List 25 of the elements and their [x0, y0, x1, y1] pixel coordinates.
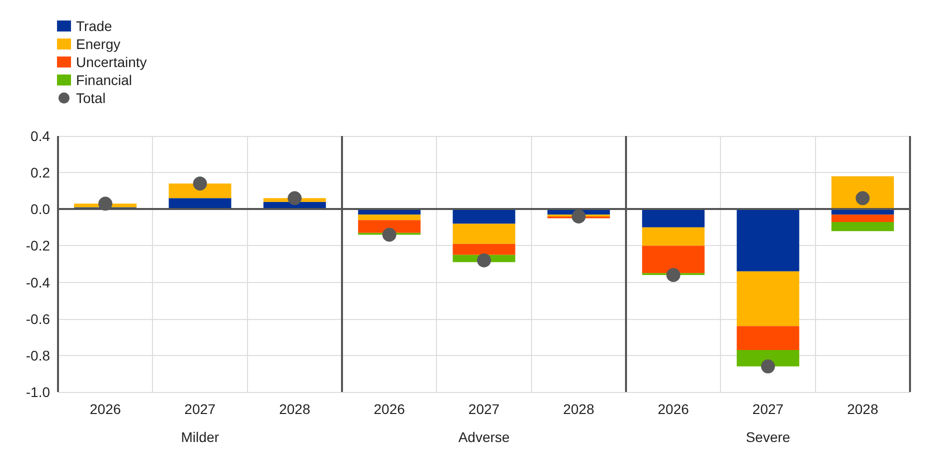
y-tick-label: -0.8 [26, 347, 50, 364]
text: Adverse [458, 429, 510, 445]
legend-label: Energy [76, 36, 120, 52]
legend-label: Uncertainty [76, 54, 147, 70]
x-tick-label: 2026 [374, 401, 406, 417]
text: Milder [180, 429, 220, 445]
x-tick-label: 2027 [468, 401, 500, 417]
y-tick-label: -0.2 [26, 238, 50, 254]
legend-label: Financial [76, 72, 132, 88]
x-tick-label: 2028 [279, 401, 310, 417]
legend-label: Total [76, 90, 106, 106]
y-tick-label: -0.4 [26, 274, 50, 290]
x-tick-label: 2026 [90, 401, 122, 417]
y-tick-label: -1.0 [26, 384, 50, 400]
x-tick-label: 2028 [563, 401, 594, 417]
x-tick-label: 2027 [184, 401, 216, 417]
y-tick-label: -0.6 [26, 310, 50, 327]
x-tick-label: 2026 [658, 401, 690, 417]
text: Severe [746, 429, 790, 445]
legend-label: Trade [76, 18, 112, 34]
y-tick-label: 0.2 [30, 164, 50, 181]
y-tick-label: 0.0 [30, 201, 50, 218]
y-tick-label: 0.4 [30, 128, 50, 144]
x-tick-label: 2027 [752, 401, 784, 417]
x-tick-label: 2028 [847, 401, 878, 417]
